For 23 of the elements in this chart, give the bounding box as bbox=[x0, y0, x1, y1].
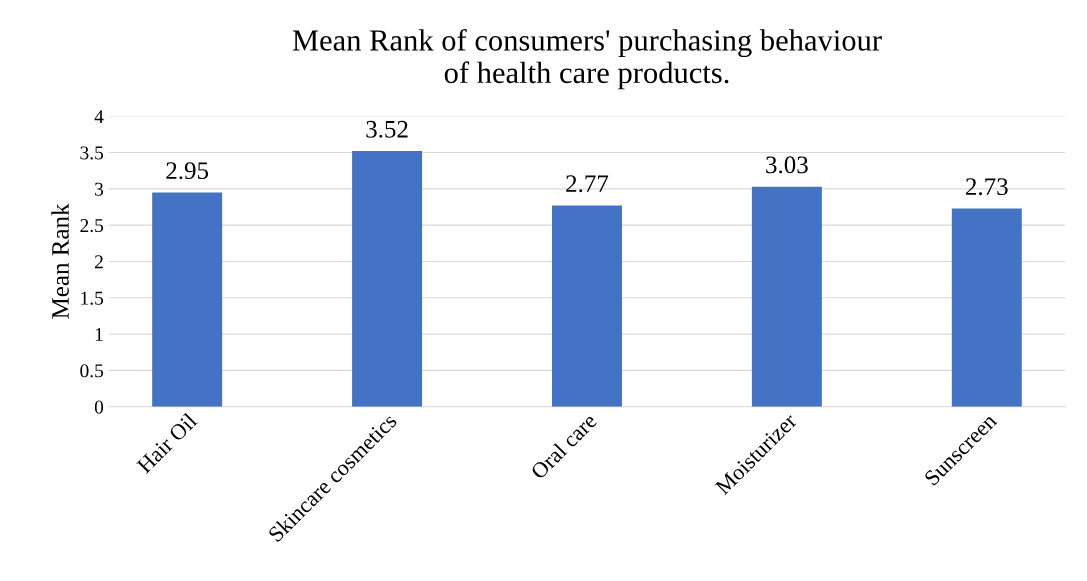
bar bbox=[352, 151, 423, 407]
data-label: 2.73 bbox=[966, 178, 1008, 196]
y-axis-title: Mean Rank bbox=[51, 203, 69, 319]
y-tick-label: 3 bbox=[95, 182, 104, 196]
chart-title: Mean Rank of consumers' purchasing behaviour of health care products. bbox=[292, 28, 882, 90]
y-tick-label: 0 bbox=[94, 400, 104, 414]
x-tick-label: Hair Oil bbox=[135, 411, 198, 475]
y-tick-label: 2 bbox=[94, 255, 103, 269]
bar bbox=[951, 208, 1022, 407]
x-tick-label: Oral care bbox=[529, 412, 598, 480]
data-label: 2.77 bbox=[566, 175, 609, 193]
y-tick-label: 4 bbox=[94, 110, 104, 123]
bar bbox=[152, 192, 223, 407]
data-label: 2.95 bbox=[166, 162, 209, 180]
y-tick-label: 3.5 bbox=[80, 146, 104, 160]
bar bbox=[552, 205, 622, 407]
data-label: 3.03 bbox=[766, 156, 808, 174]
bar bbox=[751, 186, 822, 407]
y-tick-label: 0.5 bbox=[80, 364, 104, 378]
y-tick-label: 2.5 bbox=[80, 219, 104, 233]
y-tick-label: 1 bbox=[95, 327, 103, 341]
data-label: 3.52 bbox=[366, 120, 408, 138]
y-tick-label: 1.5 bbox=[81, 291, 104, 305]
